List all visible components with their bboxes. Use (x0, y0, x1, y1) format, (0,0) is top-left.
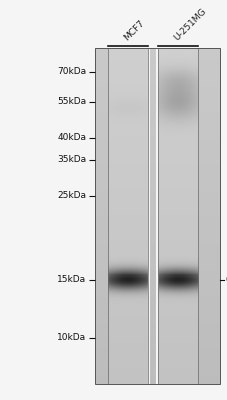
Text: 15kDa: 15kDa (57, 276, 86, 284)
Text: U-251MG: U-251MG (172, 6, 208, 42)
Text: 40kDa: 40kDa (57, 134, 86, 142)
Text: 10kDa: 10kDa (57, 334, 86, 342)
Text: CRYGC: CRYGC (226, 275, 227, 285)
Bar (95, 48, 220, 384)
Text: 25kDa: 25kDa (57, 192, 86, 200)
Text: 55kDa: 55kDa (57, 98, 86, 106)
Text: 70kDa: 70kDa (57, 68, 86, 76)
Text: MCF7: MCF7 (122, 18, 146, 42)
Text: 35kDa: 35kDa (57, 156, 86, 164)
